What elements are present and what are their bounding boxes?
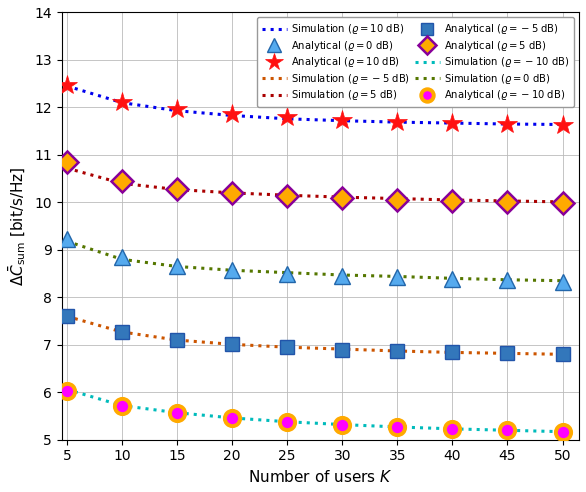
X-axis label: Number of users $K$: Number of users $K$ bbox=[248, 469, 393, 485]
Legend: Simulation ($\varrho = 10$ dB), Analytical ($\varrho = 0$ dB), Analytical ($\var: Simulation ($\varrho = 10$ dB), Analytic… bbox=[257, 17, 574, 107]
Y-axis label: $\Delta\bar{C}_{\mathrm{sum}}$ [bit/s/Hz]: $\Delta\bar{C}_{\mathrm{sum}}$ [bit/s/Hz… bbox=[7, 166, 29, 286]
